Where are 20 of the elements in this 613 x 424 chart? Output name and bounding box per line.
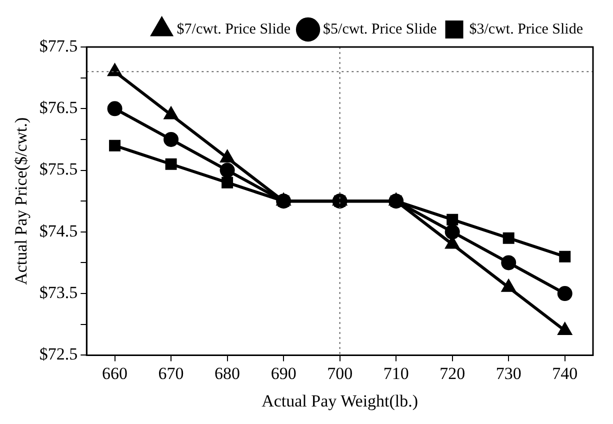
x-axis-title: Actual Pay Weight(lb.) <box>262 391 418 410</box>
x-tick-label: 740 <box>552 364 578 383</box>
x-tick-label: 670 <box>158 364 184 383</box>
x-tick-label: 710 <box>383 364 409 383</box>
x-tick-label: 720 <box>440 364 466 383</box>
legend-label: $5/cwt. Price Slide <box>323 21 438 38</box>
x-tick-label: 730 <box>496 364 522 383</box>
y-axis-title: Actual Pay Price($/cwt.) <box>12 117 31 285</box>
x-tick-label: 660 <box>102 364 128 383</box>
x-tick-label: 700 <box>327 364 353 383</box>
y-tick-label: $76.5 <box>39 98 78 118</box>
y-tick-label: $74.5 <box>39 221 78 240</box>
x-tick-label: 680 <box>214 364 240 383</box>
x-tick-label: 690 <box>270 364 296 383</box>
y-tick-label: $75.5 <box>39 160 78 179</box>
legend-label: $7/cwt. Price Slide <box>176 21 291 38</box>
y-tick-label: $72.5 <box>39 344 78 364</box>
legend-label: $3/cwt. Price Slide <box>469 21 584 38</box>
y-tick-label: $77.5 <box>39 36 78 56</box>
y-tick-label: $73.5 <box>39 283 78 302</box>
